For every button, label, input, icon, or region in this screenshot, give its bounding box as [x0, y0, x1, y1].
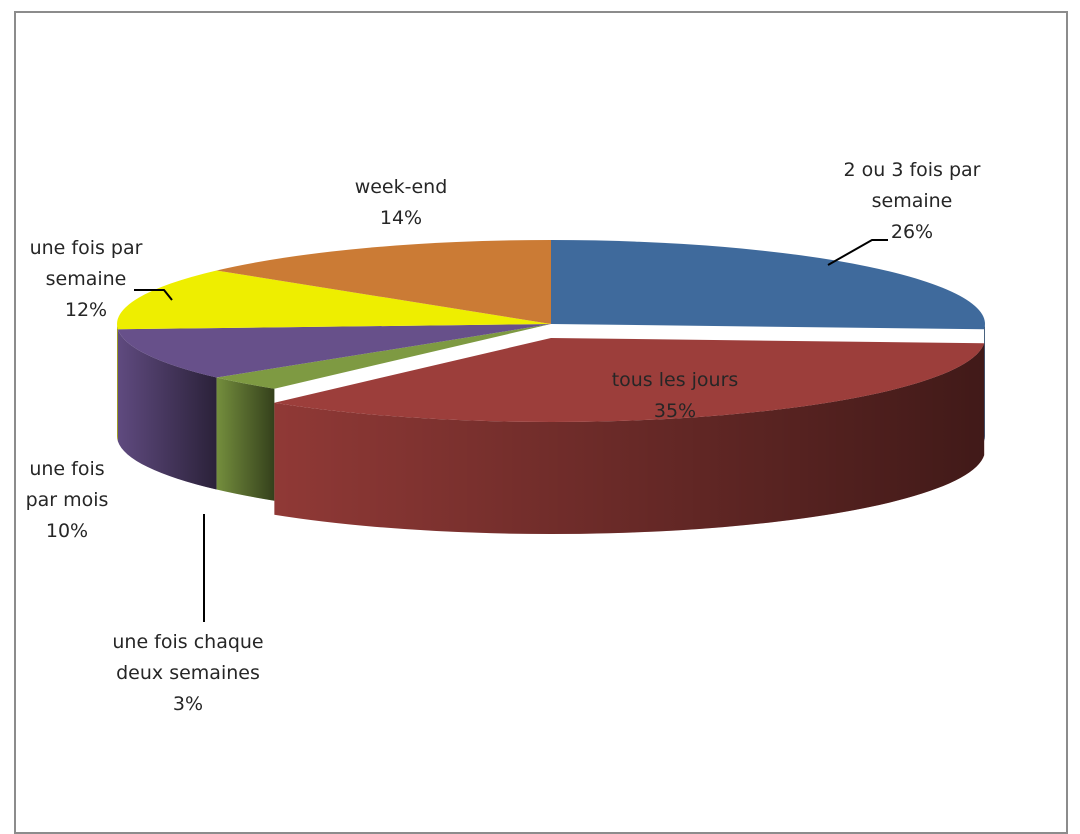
value-label: 10%	[46, 520, 88, 542]
label-tous-les-jours: tous les jours 35%	[612, 369, 739, 422]
data-labels: 2 ou 3 fois par semaine 26% tous les jours 3…	[26, 159, 981, 715]
category-label: une fois chaque	[112, 631, 263, 653]
leader-line-une-fois-par-semaine	[134, 289, 173, 301]
slice-2-ou-3-fois-par-semaine	[551, 240, 985, 330]
slice-tous-les-jours	[274, 338, 985, 422]
category-label: par mois	[26, 489, 109, 511]
slice-side-une-fois-par-mois	[117, 329, 217, 490]
leader-lines	[134, 239, 888, 622]
category-label: semaine	[872, 190, 953, 212]
slice-une-fois-par-mois	[117, 324, 552, 378]
category-label: une fois	[29, 458, 104, 480]
label-une-fois-par-mois: une fois par mois 10%	[26, 458, 109, 542]
category-label: 2 ou 3 fois par	[843, 159, 980, 181]
category-label: semaine	[46, 268, 127, 290]
slice-side-2-ou-3-fois-par-semaine	[984, 324, 985, 442]
value-label: 35%	[654, 400, 696, 422]
value-label: 14%	[380, 207, 422, 229]
label-une-fois-par-semaine: une fois par semaine 12%	[30, 237, 143, 321]
value-label: 3%	[173, 693, 203, 715]
pie-tops	[116, 240, 985, 422]
slice-side-une-fois-chaque-deux-semaines	[216, 377, 275, 501]
slice-side-une-fois-par-semaine	[117, 324, 118, 442]
value-label: 12%	[65, 299, 107, 321]
value-label: 26%	[891, 221, 933, 243]
slice-side-tous-les-jours	[274, 343, 985, 534]
category-label: week-end	[355, 176, 448, 198]
slice-une-fois-chaque-deux-semaines	[216, 324, 551, 389]
label-2-ou-3-fois-par-semaine: 2 ou 3 fois par semaine 26%	[843, 159, 980, 243]
slice-une-fois-par-semaine	[116, 270, 551, 330]
leader-line-2-ou-3-fois-par-semaine	[827, 239, 888, 266]
slice-week-end	[216, 240, 551, 324]
label-une-fois-chaque-deux-semaines: une fois chaque deux semaines 3%	[112, 631, 263, 715]
pie-sides	[117, 324, 985, 534]
category-label: tous les jours	[612, 369, 739, 391]
category-label: deux semaines	[116, 662, 260, 684]
category-label: une fois par	[30, 237, 143, 259]
label-week-end: week-end 14%	[355, 176, 448, 229]
